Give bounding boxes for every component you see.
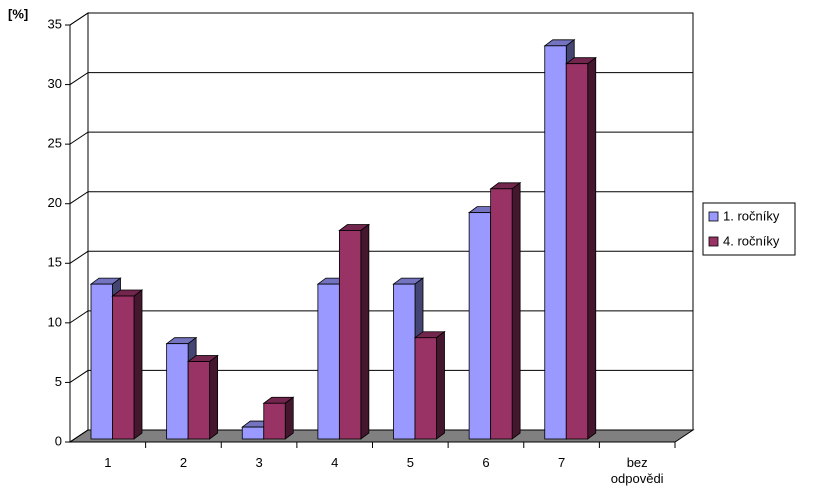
x-tick-label: bez odpovědi bbox=[610, 455, 664, 486]
bar-front bbox=[166, 343, 189, 440]
x-tick-label: 7 bbox=[557, 455, 566, 470]
y-tick-label: 30 bbox=[48, 76, 62, 91]
bar-front bbox=[544, 45, 567, 440]
bar-front bbox=[393, 283, 416, 440]
x-tick-label: 3 bbox=[255, 455, 263, 470]
bar-side bbox=[360, 223, 370, 440]
legend-swatch bbox=[708, 236, 719, 247]
bar-front bbox=[338, 230, 362, 440]
bar bbox=[489, 182, 522, 440]
y-tick-label: 20 bbox=[48, 195, 62, 210]
y-tick-label: 10 bbox=[48, 314, 62, 329]
legend-swatch bbox=[708, 211, 719, 222]
bar-side bbox=[587, 56, 597, 440]
side-wall bbox=[69, 12, 89, 443]
legend-label: 1. ročníky bbox=[723, 208, 780, 223]
y-axis-label: [%] bbox=[8, 6, 28, 21]
y-tick-label: 35 bbox=[48, 16, 62, 31]
floor bbox=[68, 429, 695, 443]
bar bbox=[111, 289, 144, 440]
x-tick-label: 2 bbox=[179, 455, 188, 470]
bar bbox=[413, 330, 446, 440]
x-tick-label: 4 bbox=[331, 455, 339, 470]
bar-side bbox=[436, 330, 445, 440]
bar-front bbox=[317, 283, 340, 440]
grid-line bbox=[69, 72, 693, 85]
bar-front bbox=[490, 188, 513, 440]
bar-front bbox=[565, 63, 589, 440]
bar-front bbox=[263, 402, 286, 440]
bar-front bbox=[241, 426, 265, 440]
legend-label: 4. ročníky bbox=[723, 233, 780, 248]
y-tick-label: 5 bbox=[55, 374, 62, 389]
y-tick-label: 0 bbox=[55, 433, 62, 448]
bar-front bbox=[468, 212, 492, 440]
y-tick-label: 25 bbox=[48, 136, 62, 151]
x-tick-label: 5 bbox=[406, 455, 414, 470]
grid-line bbox=[69, 131, 693, 145]
bar bbox=[565, 56, 597, 440]
bar-side bbox=[284, 396, 294, 440]
bar-front bbox=[187, 361, 211, 440]
bar bbox=[262, 396, 295, 440]
bar-front bbox=[90, 283, 113, 440]
grid-line bbox=[69, 12, 693, 26]
bar bbox=[338, 223, 371, 440]
bar-front bbox=[112, 295, 135, 440]
bar bbox=[186, 354, 219, 440]
x-tick-label: 1 bbox=[104, 455, 112, 470]
y-tick-label: 15 bbox=[48, 255, 62, 270]
bar-front bbox=[414, 337, 437, 440]
bar-side bbox=[511, 182, 521, 440]
bar-side bbox=[133, 289, 143, 440]
x-tick-label: 6 bbox=[482, 455, 490, 470]
bar-side bbox=[209, 354, 219, 440]
